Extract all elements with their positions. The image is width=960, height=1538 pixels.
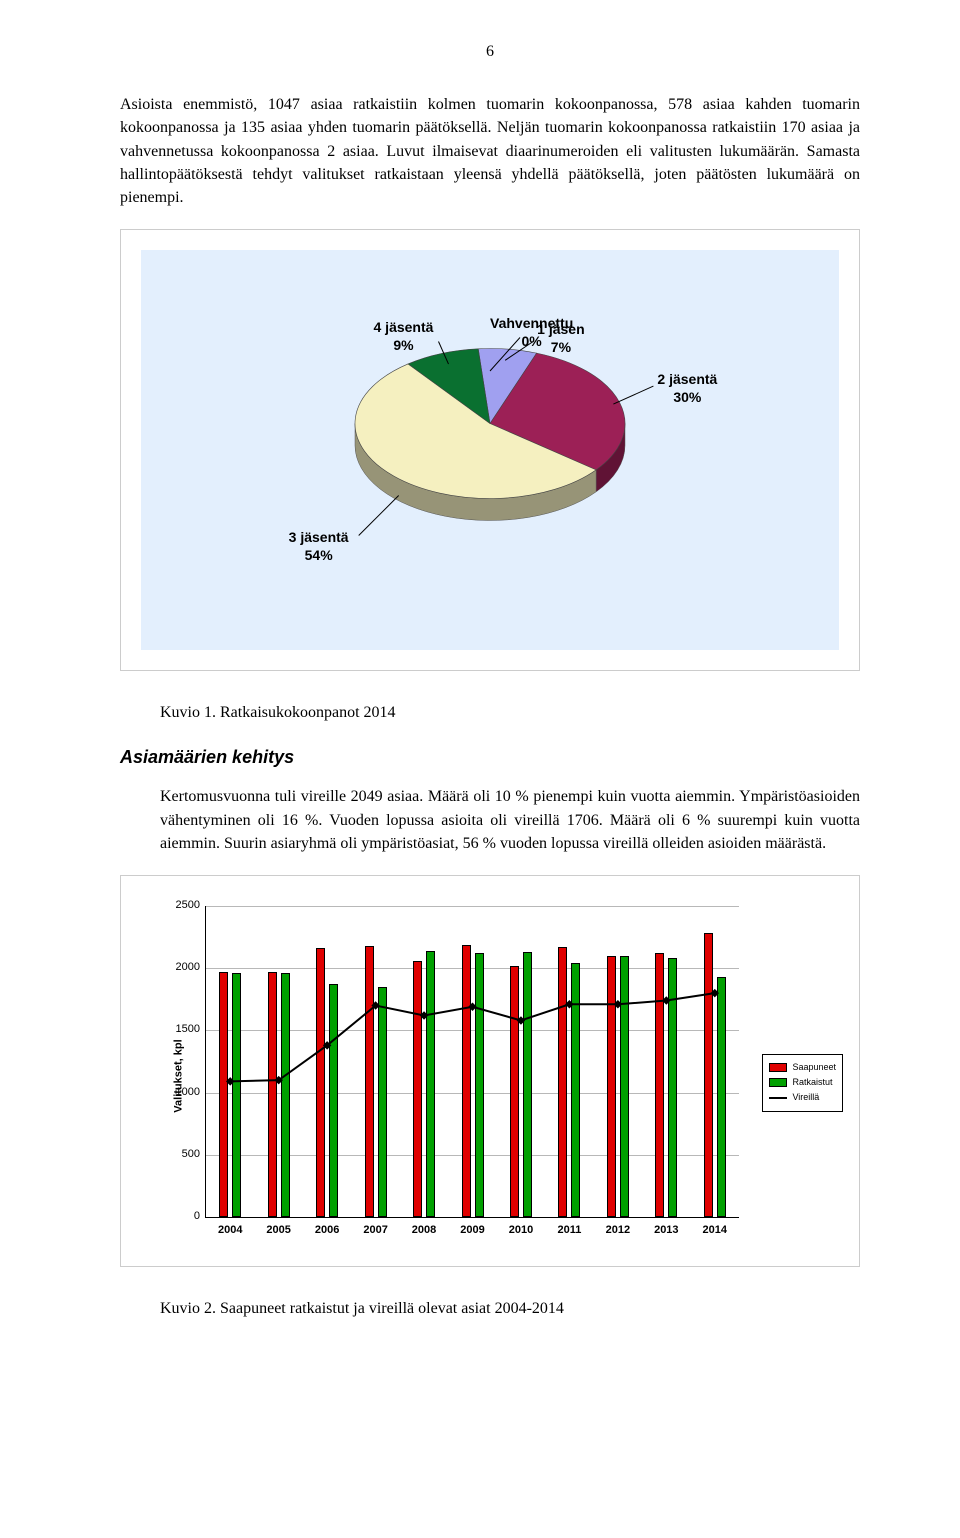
- caption-2: Kuvio 2. Saapuneet ratkaistut ja vireill…: [160, 1297, 860, 1320]
- x-tick-label: 2010: [509, 1223, 533, 1239]
- pie-svg: [325, 324, 655, 554]
- legend-row: Vireillä: [769, 1091, 836, 1104]
- y-tick-label: 500: [164, 1147, 200, 1163]
- x-tick-label: 2007: [363, 1223, 387, 1239]
- y-axis-label: Valitukset, kpl: [172, 1039, 188, 1112]
- pie-slice-label: 4 jäsentä9%: [374, 318, 434, 354]
- y-tick-label: 2500: [164, 898, 200, 914]
- page-number: 6: [120, 40, 860, 63]
- x-tick-label: 2006: [315, 1223, 339, 1239]
- x-tick-label: 2004: [218, 1223, 242, 1239]
- legend-label: Vireillä: [792, 1091, 819, 1104]
- legend-swatch-ratkaistut: [769, 1078, 787, 1087]
- legend-swatch-saapuneet: [769, 1063, 787, 1072]
- paragraph-2: Kertomusvuonna tuli vireille 2049 asiaa.…: [160, 785, 860, 855]
- x-tick-label: 2008: [412, 1223, 436, 1239]
- y-tick-label: 2000: [164, 960, 200, 976]
- y-tick-label: 1500: [164, 1022, 200, 1038]
- caption-1: Kuvio 1. Ratkaisukokoonpanot 2014: [160, 701, 860, 724]
- paragraph-1: Asioista enemmistö, 1047 asiaa ratkaisti…: [120, 93, 860, 209]
- legend: Saapuneet Ratkaistut Vireillä: [762, 1054, 843, 1111]
- y-tick-label: 0: [164, 1209, 200, 1225]
- legend-row: Ratkaistut: [769, 1076, 836, 1089]
- pie-slice-label: 2 jäsentä30%: [657, 370, 717, 406]
- pie-slice-label: 3 jäsentä54%: [289, 528, 349, 564]
- section-heading: Asiamäärien kehitys: [120, 744, 860, 770]
- x-tick-label: 2005: [266, 1223, 290, 1239]
- pie-chart: 4 jäsentä9%Vahvennettu0%1 jäsen7%2 jäsen…: [141, 250, 839, 650]
- legend-label: Ratkaistut: [792, 1076, 832, 1089]
- x-tick-label: 2009: [460, 1223, 484, 1239]
- pie-slice-label: 1 jäsen7%: [537, 320, 584, 356]
- legend-label: Saapuneet: [792, 1061, 836, 1074]
- x-tick-label: 2013: [654, 1223, 678, 1239]
- x-tick-label: 2012: [606, 1223, 630, 1239]
- pie-chart-box: 4 jäsentä9%Vahvennettu0%1 jäsen7%2 jäsen…: [120, 229, 860, 671]
- bar-plot-area: 0500100015002000250020042005200620072008…: [205, 906, 739, 1218]
- y-tick-label: 1000: [164, 1085, 200, 1101]
- legend-line-vireilla: [769, 1097, 787, 1099]
- line-overlay: [206, 906, 739, 1217]
- legend-row: Saapuneet: [769, 1061, 836, 1074]
- bar-chart: Valitukset, kpl 050010001500200025002004…: [131, 896, 849, 1256]
- bar-chart-box: Valitukset, kpl 050010001500200025002004…: [120, 875, 860, 1267]
- x-tick-label: 2011: [557, 1223, 581, 1239]
- x-tick-label: 2014: [703, 1223, 727, 1239]
